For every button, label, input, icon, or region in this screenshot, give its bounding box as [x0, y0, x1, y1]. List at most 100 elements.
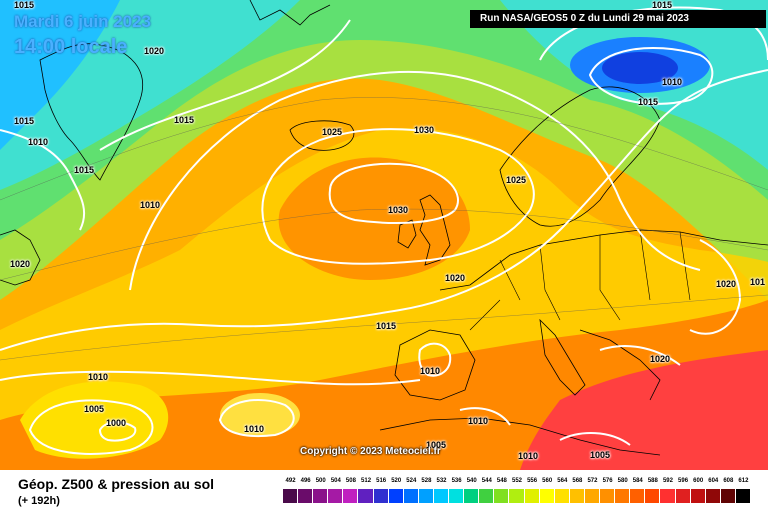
legend-color-cell	[720, 489, 735, 503]
legend-color-cell	[328, 489, 343, 503]
isobar-1015-north-low	[539, 6, 768, 61]
isobar-label: 1025	[506, 175, 527, 185]
isobar-label: 1005	[590, 450, 611, 460]
legend-color-cell	[509, 489, 524, 503]
isobar-label: 1030	[414, 125, 435, 135]
ireland-coast	[397, 219, 417, 249]
low-deep-blue	[602, 52, 678, 84]
legend-color-cell	[433, 489, 449, 503]
legend-tick-label: 596	[678, 478, 689, 484]
legend-tick-label: 600	[693, 478, 704, 484]
isobar-label: 1005	[426, 440, 447, 450]
great-britain-coast	[419, 194, 451, 266]
legend-tick-label: 568	[572, 478, 583, 484]
isobar-label: 1010	[140, 200, 161, 210]
legend-color-cell	[630, 489, 645, 503]
forecast-lead-time: (+ 192h)	[18, 495, 60, 507]
legend-color-cell	[388, 489, 403, 503]
isobar-label: 1015	[14, 116, 35, 126]
coastlines	[0, 0, 768, 456]
isobar-label: 1020	[445, 273, 466, 283]
scandinavia-coast	[499, 86, 661, 227]
legend-tick-label: 512	[361, 478, 372, 484]
legend-tick-label: 552	[511, 478, 522, 484]
isobar-1010-north-low	[588, 46, 714, 105]
isobar-label: 1015	[638, 97, 659, 107]
legend-color-cell	[358, 489, 373, 503]
isobar-1005-sw	[28, 399, 154, 455]
isobar-1000-sw	[98, 421, 137, 442]
legend-tick-label: 556	[527, 478, 538, 484]
isobar-1025-high	[261, 128, 535, 265]
geopotential-map	[0, 0, 768, 470]
legend-tick-label: 592	[662, 478, 673, 484]
legend-color-cell	[283, 489, 298, 503]
field-red-se	[520, 350, 768, 470]
continental-europe-coast	[439, 229, 768, 291]
field-light-blue	[0, 0, 120, 150]
isobar-label: 1020	[144, 46, 165, 56]
product-title: Géop. Z500 & pression au sol	[18, 476, 215, 492]
country-borders	[469, 229, 691, 331]
legend-color-cell	[660, 489, 675, 503]
legend-tick-label: 564	[557, 478, 568, 484]
contour-3	[0, 294, 768, 361]
isobar-label: 1020	[716, 279, 737, 289]
legend-tick-label: 612	[738, 478, 749, 484]
isobar-label: 1010	[88, 372, 109, 382]
isobar-label: 1010	[420, 366, 441, 376]
isobar-1015-north	[99, 19, 351, 151]
isobar-label: 1020	[10, 259, 31, 269]
legend-tick-label: 588	[647, 478, 658, 484]
isobar-1010-south	[0, 370, 421, 386]
forecast-time: 14:00 locale	[14, 36, 128, 58]
legend-tick-label: 508	[345, 478, 356, 484]
legend-color-cell	[584, 489, 600, 503]
legend-color-cell	[554, 489, 569, 503]
legend-color-cell	[403, 489, 418, 503]
legend-tick-label: 516	[376, 478, 387, 484]
legend-color-cell	[645, 489, 660, 503]
legend-tick-label: 536	[451, 478, 462, 484]
legend-color-cell	[343, 489, 358, 503]
isobar-1010-west	[0, 129, 86, 231]
legend-color-cell	[479, 489, 494, 503]
isobars	[0, 6, 768, 455]
isobar-label: 1025	[322, 127, 343, 137]
isobar-1010-med	[418, 342, 452, 377]
legend-color-cell	[735, 489, 750, 503]
legend-tick-label: 576	[602, 478, 613, 484]
isobar-label: 1010	[468, 416, 489, 426]
isobar-label: 1005	[84, 404, 105, 414]
isobar-label: 1000	[106, 418, 127, 428]
legend-color-cell	[615, 489, 630, 503]
copyright-notice: Copyright © 2023 Meteociel.fr	[300, 446, 441, 457]
balkans-coast	[579, 329, 661, 401]
legend-color-cell	[298, 489, 313, 503]
legend-tick-label: 584	[632, 478, 643, 484]
isobar-label: 1010	[28, 137, 49, 147]
isobar-label: 1015	[14, 0, 35, 10]
legend-color-cell	[675, 489, 690, 503]
isobar-label: 1010	[244, 424, 265, 434]
legend-color-cell	[373, 489, 388, 503]
z500-contours	[0, 97, 768, 361]
legend-tick-label: 532	[436, 478, 447, 484]
forecast-date: Mardi 6 juin 2023	[14, 12, 151, 31]
legend-color-cell	[464, 489, 479, 503]
legend-tick-label: 524	[406, 478, 417, 484]
legend-color-cell	[494, 489, 509, 503]
legend-color-cell	[524, 489, 539, 503]
isobar-1020-east	[689, 239, 742, 335]
isobar-label: 1030	[388, 205, 409, 215]
legend-color-cell	[449, 489, 464, 503]
legend-color-cell	[539, 489, 554, 503]
newfoundland-coast	[0, 229, 41, 286]
legend-tick-label: 492	[285, 478, 296, 484]
color-scale-legend: 492 496 500 504 508 512 516 520 524 528 532 536 540 5…	[283, 478, 753, 508]
north-africa-coast	[379, 417, 661, 456]
greenland-east-coast	[249, 0, 331, 26]
isobar-label: 1015	[174, 115, 195, 125]
isobar-1020-med	[599, 344, 681, 366]
